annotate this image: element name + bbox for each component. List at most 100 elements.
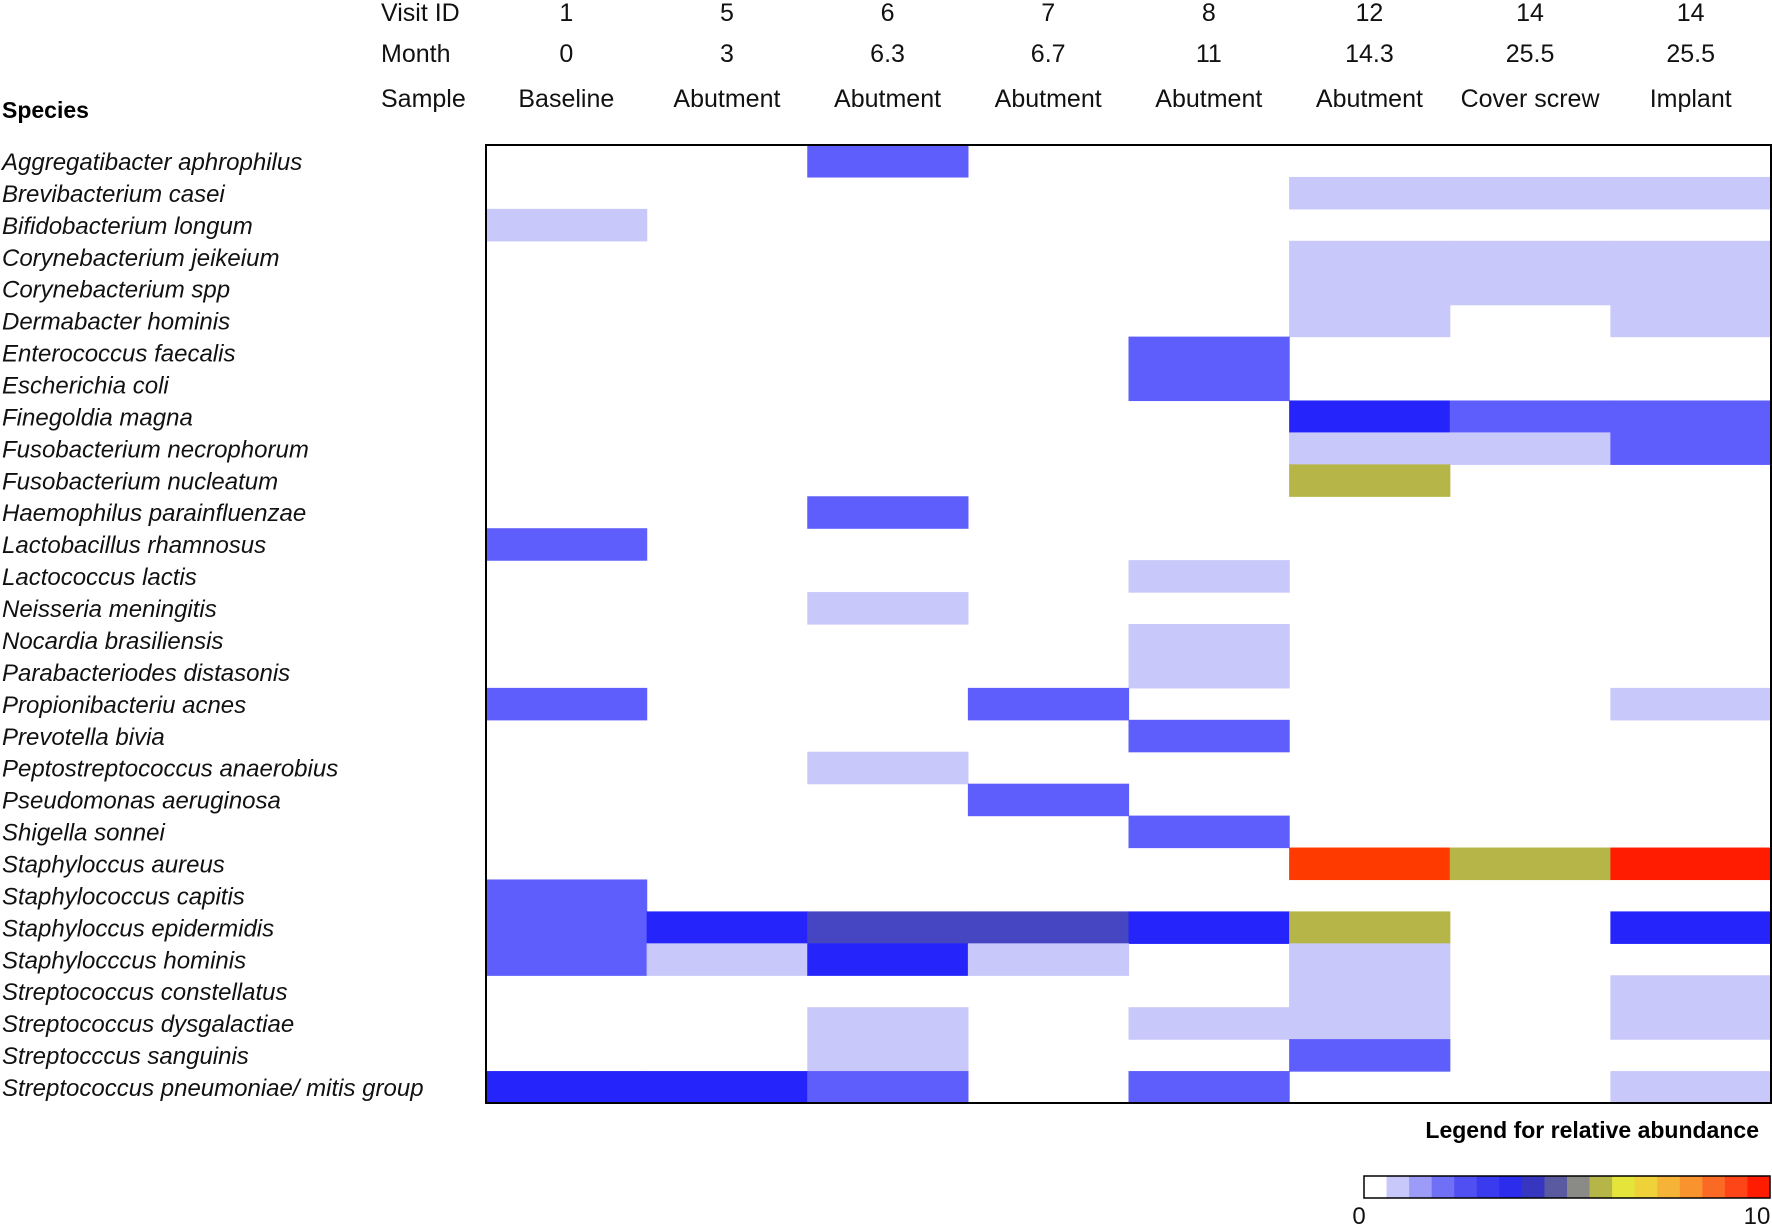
species-label: Neisseria meningitis xyxy=(2,596,217,623)
heatmap-cell xyxy=(1610,1071,1772,1104)
heatmap-cell xyxy=(1449,240,1611,274)
species-label: Finegoldia magna xyxy=(2,404,193,431)
heatmap-cell xyxy=(1128,624,1290,657)
legend-max-label: 10 xyxy=(1744,1203,1771,1226)
heatmap-cell xyxy=(486,1071,648,1104)
species-label: Staphyloccus aureus xyxy=(2,852,225,879)
column-header-2-1: Abutment xyxy=(673,85,780,113)
header-month-label: Month xyxy=(381,40,450,68)
heatmap-cell xyxy=(1128,1071,1290,1104)
heatmap-cell xyxy=(1610,432,1772,465)
heatmap-cell xyxy=(486,943,648,976)
heatmap-cell xyxy=(1289,911,1451,944)
column-header-2-2: Abutment xyxy=(834,85,941,113)
heatmap-cell xyxy=(1128,911,1290,944)
legend-swatch xyxy=(1679,1176,1703,1198)
heatmap-cell xyxy=(486,528,648,561)
legend-swatch xyxy=(1454,1176,1478,1198)
heatmap-cell xyxy=(1128,1007,1290,1040)
legend-swatch xyxy=(1702,1176,1726,1198)
legend-color-bar xyxy=(1364,1176,1771,1198)
column-header-0-2: 6 xyxy=(881,0,895,27)
species-label: Prevotella bivia xyxy=(2,724,165,751)
column-header-2-5: Abutment xyxy=(1316,85,1423,113)
species-label: Shigella sonnei xyxy=(2,820,165,847)
heatmap-cell xyxy=(1449,847,1611,881)
header-sample-label: Sample xyxy=(381,85,466,113)
column-header-1-3: 6.7 xyxy=(1031,40,1066,68)
species-label: Streptocccus sanguinis xyxy=(2,1043,249,1070)
column-header-1-4: 11 xyxy=(1196,40,1222,68)
species-header: Species xyxy=(2,97,89,123)
heatmap-cell xyxy=(486,208,648,242)
column-header-2-4: Abutment xyxy=(1155,85,1262,113)
species-labels: Aggregatibacter aphrophilus Brevibacteriu… xyxy=(0,149,424,1102)
header-visit-id-label: Visit ID xyxy=(381,0,460,27)
column-header-2-6: Cover screw xyxy=(1461,85,1601,113)
heatmap-cell xyxy=(1610,1007,1772,1040)
heatmap-cell xyxy=(1289,272,1451,306)
heatmap-cell xyxy=(807,911,969,944)
column-header-2-7: Implant xyxy=(1650,85,1732,113)
heatmap-cell xyxy=(1449,400,1611,433)
heatmap-cell xyxy=(807,496,969,529)
heatmap-cell xyxy=(807,751,969,785)
heatmap-cell xyxy=(967,783,1130,817)
column-header-1-1: 3 xyxy=(720,40,734,68)
species-label: Corynebacterium jeikeium xyxy=(2,245,279,272)
legend-swatch xyxy=(1612,1176,1636,1198)
legend-swatch xyxy=(1724,1176,1748,1198)
heatmap-cell xyxy=(807,1071,969,1104)
species-label: Streptococcus dysgalactiae xyxy=(2,1011,294,1038)
species-label: Streptococcus constellatus xyxy=(2,979,287,1006)
heatmap-cell xyxy=(1449,272,1611,306)
heatmap-cell xyxy=(1289,400,1451,433)
heatmap-cell xyxy=(967,911,1130,944)
legend-min-label: 0 xyxy=(1352,1203,1365,1226)
species-label: Streptococcus pneumoniae/ mitis group xyxy=(2,1075,424,1102)
heatmap-cell xyxy=(1610,847,1772,881)
species-label: Fusobacterium necrophorum xyxy=(2,436,309,463)
heatmap-cell xyxy=(1128,368,1290,402)
heatmap-cell xyxy=(646,911,808,944)
heatmap-cell xyxy=(1289,304,1451,338)
heatmap-cell xyxy=(1610,176,1772,210)
column-header-1-0: 0 xyxy=(559,40,573,68)
heatmap-cell xyxy=(967,943,1130,976)
heatmap-cell xyxy=(1289,240,1451,274)
heatmap-cell xyxy=(1449,176,1611,210)
species-label: Aggregatibacter aphrophilus xyxy=(0,149,302,176)
heatmap-cell xyxy=(646,943,808,976)
heatmap-cell xyxy=(1289,432,1451,465)
column-header-0-1: 5 xyxy=(720,0,734,27)
heatmap-cell xyxy=(1289,1007,1451,1040)
legend-swatch xyxy=(1521,1176,1545,1198)
column-header-1-2: 6.3 xyxy=(870,40,905,68)
column-header-2-3: Abutment xyxy=(995,85,1102,113)
legend-swatch xyxy=(1386,1176,1410,1198)
heatmap-cell xyxy=(1610,687,1772,721)
heatmap-cell xyxy=(1289,943,1451,976)
column-header-0-6: 14 xyxy=(1516,0,1544,27)
species-label: Staphylococcus capitis xyxy=(2,883,245,910)
species-label: Pseudomonas aeruginosa xyxy=(2,788,281,815)
legend-swatch xyxy=(1364,1176,1388,1198)
heatmap-cell xyxy=(1128,815,1290,849)
species-label: Propionibacteriu acnes xyxy=(2,692,246,719)
legend-title: Legend for relative abundance xyxy=(1425,1117,1759,1143)
species-label: Haemophilus parainfluenzae xyxy=(2,500,306,527)
species-label: Corynebacterium spp xyxy=(2,277,230,304)
heatmap-cell xyxy=(967,687,1130,721)
heatmap-cell xyxy=(807,1039,969,1072)
legend-swatch xyxy=(1589,1176,1613,1198)
heatmap-cell xyxy=(807,145,969,178)
species-label: Parabacteriodes distasonis xyxy=(2,660,290,687)
legend-swatch xyxy=(1657,1176,1681,1198)
heatmap-cell xyxy=(807,943,969,976)
species-label: Staphylocccus hominis xyxy=(2,947,246,974)
heatmap-cell xyxy=(1610,240,1772,274)
species-label: Brevibacterium casei xyxy=(2,181,225,208)
heatmap-frame xyxy=(485,144,1772,1104)
heatmap-cell xyxy=(1289,847,1451,881)
